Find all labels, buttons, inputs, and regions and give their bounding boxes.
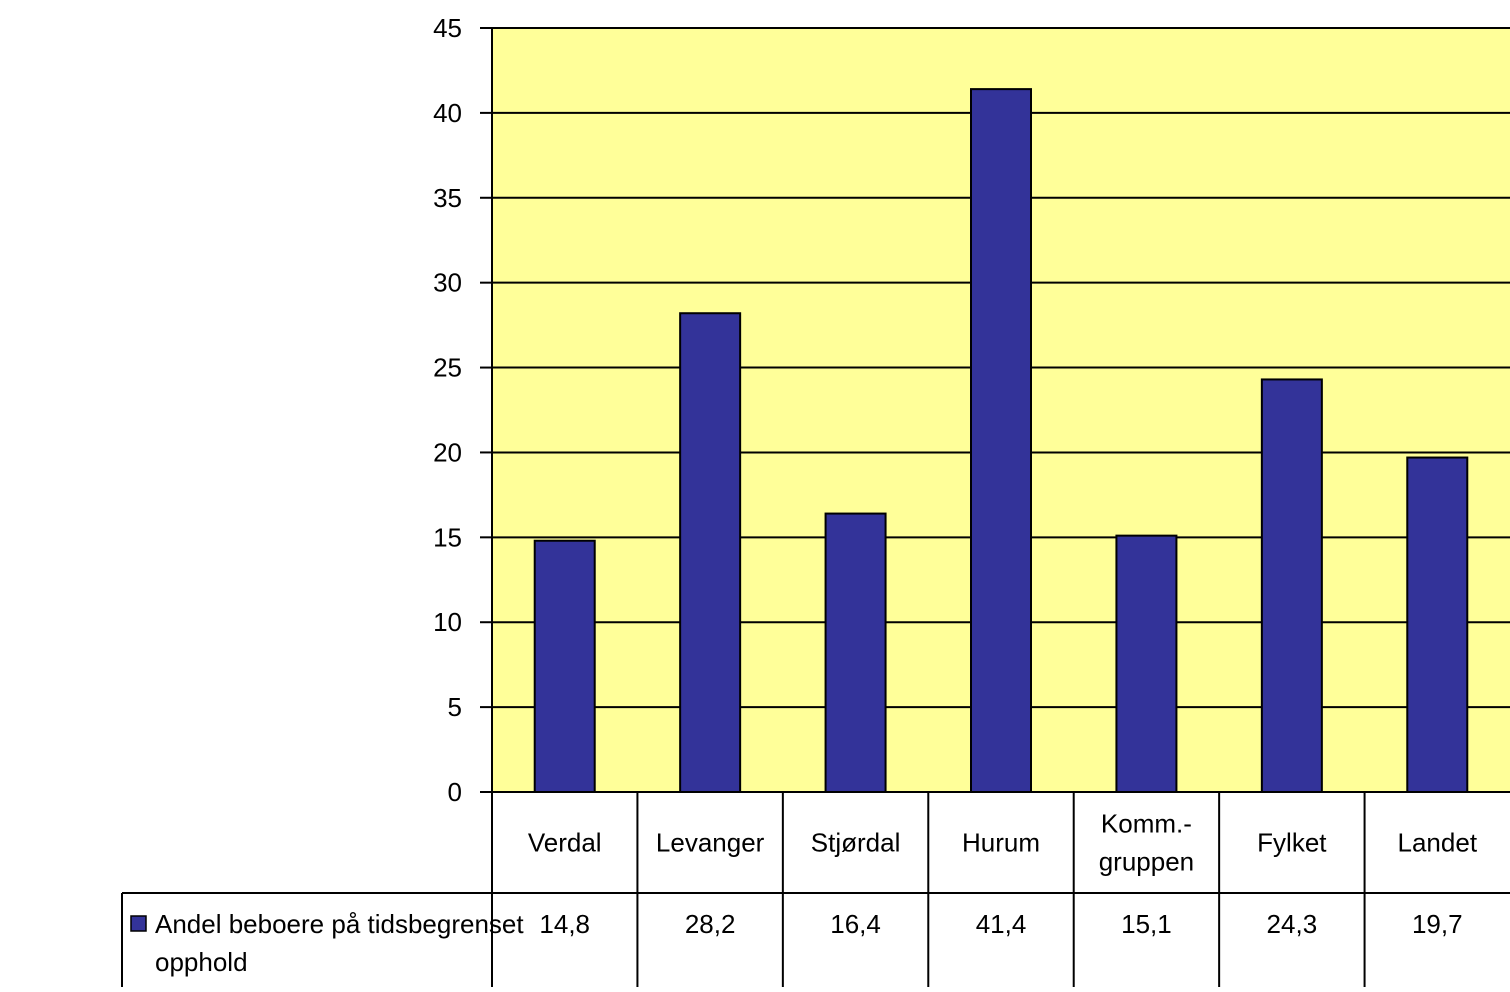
bar-landet [1406,456,1469,793]
category-label: Stjørdal [811,828,901,858]
bar-stj-rdal [824,512,887,793]
category-label: Verdal [528,828,602,858]
category-label: Landet [1398,828,1478,858]
bar-hurum [970,88,1032,794]
data-table-value: 14,8 [539,909,590,939]
bar-fylket [1260,378,1323,793]
data-table-value: 16,4 [830,909,881,939]
y-tick-label: 10 [433,607,462,637]
y-axis: 0 5 10 15 20 25 30 35 40 45 [433,13,493,807]
category-label: Fylket [1257,828,1327,858]
data-table-value: 28,2 [685,909,736,939]
data-table-value: 41,4 [976,909,1027,939]
y-tick-label: 40 [433,98,462,128]
y-tick-label: 25 [433,353,462,383]
category-label: Hurum [962,828,1040,858]
y-tick-label: 20 [433,437,462,467]
category-label: gruppen [1099,847,1194,877]
legend-key [130,915,147,932]
bar-levanger [679,312,742,793]
bar-komm-gruppen [1115,534,1178,793]
y-tick-label: 45 [433,13,462,43]
y-tick-label: 5 [448,692,462,722]
bar-verdal [533,539,596,793]
y-tick-label: 30 [433,268,462,298]
category-label: Levanger [656,828,765,858]
data-table-value: 19,7 [1412,909,1463,939]
y-tick-label: 35 [433,183,462,213]
y-tick-label: 15 [433,522,462,552]
data-table: Verdal Levanger Stjørdal Hurum Komm.- gruppen… [121,791,1510,987]
data-table-value: 24,3 [1267,909,1318,939]
bars [533,88,1469,794]
legend-label: Andel beboere på tidsbegrenset [155,909,524,939]
legend-label: opphold [155,947,248,977]
y-tick-label: 0 [448,777,462,807]
data-table-value: 15,1 [1121,909,1172,939]
category-label: Komm.- [1101,809,1192,839]
